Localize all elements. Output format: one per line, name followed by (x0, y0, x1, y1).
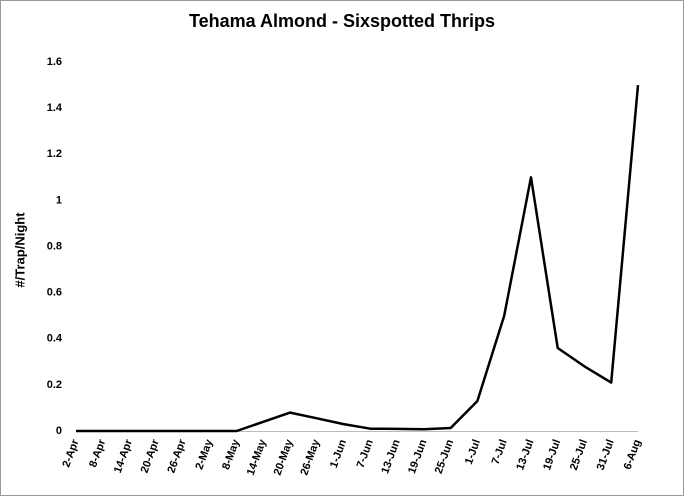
y-tick-label: 1 (56, 194, 62, 206)
y-tick-label: 0.6 (47, 287, 62, 299)
y-tick-label: 0.2 (47, 379, 62, 391)
y-tick-label: 1.2 (47, 148, 62, 160)
data-line (76, 84, 640, 433)
y-tick-label: 0.8 (47, 240, 62, 252)
y-axis-label: #/Trap/Night (12, 212, 27, 288)
y-tick-label: 1.6 (47, 56, 62, 68)
y-tick-label: 0 (56, 425, 62, 437)
y-tick-label: 0.4 (47, 333, 63, 345)
chart-title: Tehama Almond - Sixspotted Thrips (189, 11, 495, 31)
y-tick-label: 1.4 (47, 102, 63, 114)
